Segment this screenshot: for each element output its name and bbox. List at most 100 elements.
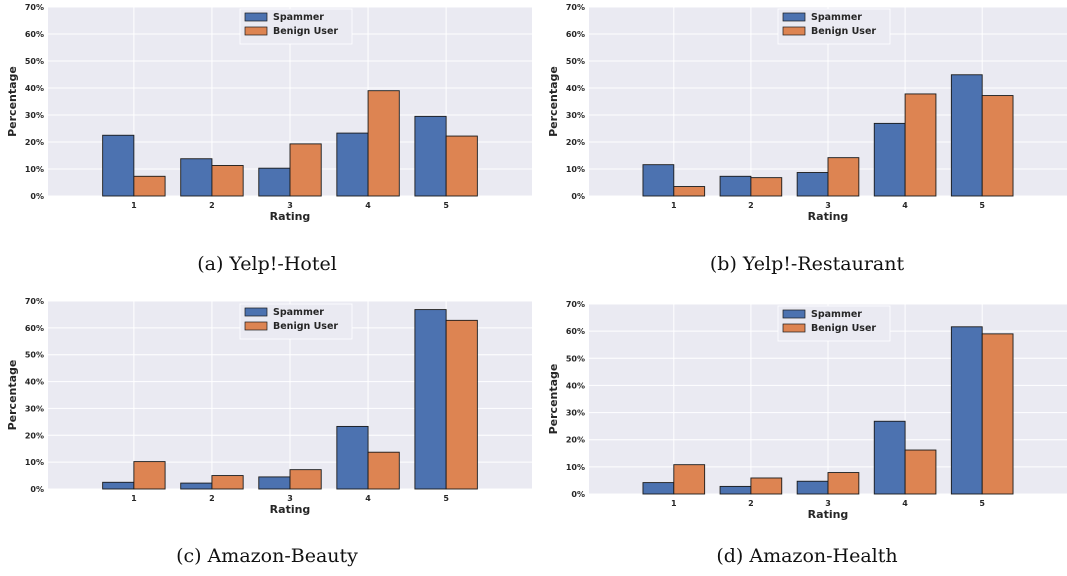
y-tick-label: 0% [571,192,585,201]
legend-label: Benign User [273,321,338,332]
benign-bar-2 [750,177,783,197]
y-tick-label: 10% [25,165,44,174]
x-tick-label: 3 [287,201,293,210]
benign-bar-2 [750,477,783,495]
subfigure-caption: (d) Amazon-Health [716,545,897,567]
benign-bar-5 [981,95,1014,197]
benign-bar-3 [827,472,860,495]
y-tick-label: 50% [566,57,585,66]
x-tick-label: 1 [671,499,677,508]
y-tick-label: 40% [25,378,44,387]
legend-swatch-0 [244,12,268,22]
legend-label: Spammer [273,12,324,23]
benign-bar-5 [445,319,478,490]
x-tick-label: 2 [748,499,754,508]
legend-label: Benign User [273,26,338,37]
y-axis-label: Percentage [6,360,19,431]
subfigure-caption: (c) Amazon-Beauty [176,545,358,567]
spammer-bar-4 [336,425,369,490]
benign-bar-1 [133,461,166,490]
y-tick-label: 60% [566,327,585,336]
x-axis-label: Rating [808,210,849,223]
x-tick-label: 1 [131,494,137,503]
chart-panel-4: 0% 10% 20% 30% 40% 50% 60% 70% 1 2 3 4 5 Rating Percen… [547,300,1067,567]
y-tick-label: 10% [566,165,585,174]
x-axis-label: Rating [808,508,849,521]
y-axis-label: Percentage [547,66,560,137]
subfigure-caption: (b) Yelp!-Restaurant [710,253,905,275]
legend-label: Spammer [273,307,324,318]
spammer-bar-1 [102,481,135,490]
y-tick-label: 50% [25,351,44,360]
spammer-bar-2 [719,175,752,197]
benign-bar-4 [367,90,400,197]
legend: Spammer Benign User [777,8,891,45]
spammer-bar-4 [873,122,906,197]
y-tick-label: 50% [566,354,585,363]
spammer-bar-4 [336,132,369,197]
x-tick-label: 1 [671,201,677,210]
spammer-bar-3 [258,476,291,490]
y-tick-label: 40% [25,84,44,93]
legend: Spammer Benign User [239,303,353,340]
x-tick-label: 2 [209,201,215,210]
x-axis-label: Rating [270,210,311,223]
benign-bar-2 [211,475,244,490]
spammer-bar-5 [414,309,447,490]
y-tick-label: 30% [566,111,585,120]
x-tick-label: 4 [902,499,908,508]
legend: Spammer Benign User [239,8,353,45]
benign-bar-5 [445,135,478,197]
y-tick-label: 60% [25,30,44,39]
spammer-bar-4 [873,420,906,495]
y-tick-label: 30% [25,111,44,120]
y-tick-label: 30% [566,409,585,418]
y-tick-label: 70% [566,300,585,309]
benign-bar-1 [673,186,706,197]
y-tick-label: 40% [566,84,585,93]
legend-swatch-0 [244,307,268,317]
legend-swatch-1 [782,26,806,36]
x-tick-label: 3 [825,499,831,508]
benign-bar-4 [904,93,937,197]
y-axis-label: Percentage [6,66,19,137]
x-tick-label: 2 [748,201,754,210]
y-tick-label: 0% [30,485,44,494]
spammer-bar-3 [258,167,291,197]
spammer-bar-2 [180,158,213,197]
x-axis-label: Rating [270,503,311,516]
spammer-bar-3 [796,480,829,495]
x-tick-label: 5 [443,494,449,503]
spammer-bar-1 [642,164,675,197]
y-tick-label: 30% [25,404,44,413]
chart-panel-3: 0% 10% 20% 30% 40% 50% 60% 70% 1 2 3 4 5 Rating Percen… [6,297,532,567]
spammer-bar-2 [180,482,213,490]
chart-panel-1: 0% 10% 20% 30% 40% 50% 60% 70% 1 2 3 4 5 Rating Percen… [6,3,532,275]
y-tick-label: 0% [30,192,44,201]
benign-bar-5 [981,333,1014,495]
legend-swatch-1 [244,321,268,331]
y-tick-label: 20% [566,138,585,147]
legend-swatch-0 [782,309,806,319]
benign-bar-3 [289,469,322,490]
benign-bar-3 [289,143,322,197]
y-tick-label: 70% [25,297,44,306]
x-tick-label: 4 [365,201,371,210]
legend-label: Spammer [811,309,862,320]
spammer-bar-1 [102,134,135,197]
chart-panel-2: 0% 10% 20% 30% 40% 50% 60% 70% 1 2 3 4 5 Rating Percen… [547,3,1067,275]
spammer-bar-2 [719,485,752,495]
benign-bar-1 [133,175,166,197]
x-tick-label: 2 [209,494,215,503]
benign-bar-4 [904,449,937,495]
benign-bar-3 [827,157,860,197]
y-tick-label: 70% [25,3,44,12]
legend-swatch-1 [244,26,268,36]
spammer-bar-5 [414,115,447,197]
spammer-bar-5 [950,74,983,197]
legend-label: Spammer [811,12,862,23]
y-tick-label: 50% [25,57,44,66]
y-tick-label: 70% [566,3,585,12]
x-tick-label: 5 [443,201,449,210]
